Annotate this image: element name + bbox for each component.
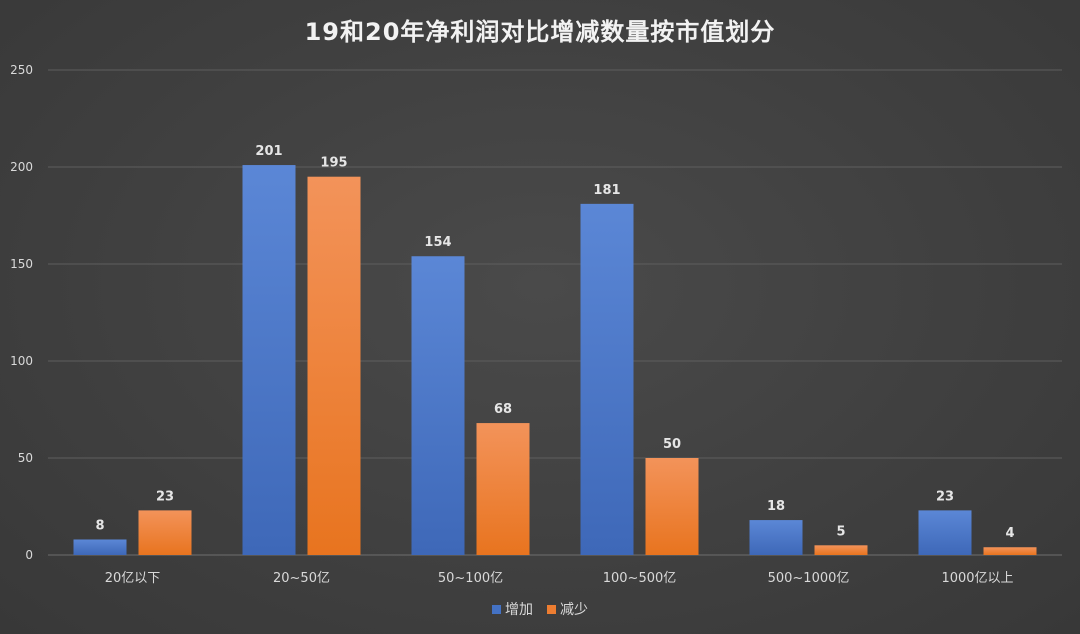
bar: [814, 545, 868, 555]
legend-item-increase: 增加: [492, 599, 533, 619]
bar: [749, 520, 803, 555]
data-label: 201: [255, 144, 282, 159]
x-tick-label: 100~500亿: [603, 571, 677, 586]
bar: [411, 256, 465, 555]
bar: [645, 458, 699, 555]
data-label: 50: [663, 437, 681, 452]
legend-item-decrease: 减少: [547, 599, 588, 619]
y-tick-label: 150: [10, 257, 33, 271]
legend: 增加 减少: [0, 599, 1080, 619]
bar: [138, 510, 192, 555]
bar: [918, 510, 972, 555]
data-label: 154: [424, 235, 451, 250]
bar: [580, 203, 634, 556]
data-label: 18: [767, 499, 785, 514]
data-label: 8: [95, 518, 104, 533]
x-tick-label: 500~1000亿: [768, 571, 850, 586]
y-tick-label: 200: [10, 160, 33, 174]
bar: [73, 539, 127, 555]
data-label: 4: [1005, 526, 1014, 541]
y-tick-label: 250: [10, 63, 33, 77]
bar: [307, 176, 361, 555]
data-label: 23: [156, 489, 174, 504]
data-label: 5: [836, 524, 845, 539]
y-tick-label: 100: [10, 354, 33, 368]
y-tick-label: 0: [25, 548, 33, 562]
x-tick-label: 50~100亿: [438, 571, 503, 586]
chart-title: 19和20年净利润对比增减数量按市值划分: [304, 18, 776, 46]
x-tick-label: 20亿以下: [105, 571, 161, 586]
legend-label-increase: 增加: [505, 602, 533, 618]
legend-label-decrease: 减少: [560, 602, 588, 618]
legend-swatch-decrease: [547, 604, 556, 614]
data-label: 195: [320, 156, 347, 171]
data-label: 181: [593, 183, 620, 198]
bar: [242, 165, 296, 555]
y-tick-label: 50: [18, 451, 33, 465]
legend-swatch-increase: [492, 604, 501, 614]
data-label: 23: [936, 489, 954, 504]
x-tick-label: 20~50亿: [273, 571, 330, 586]
data-label: 68: [494, 402, 512, 417]
bar: [983, 547, 1037, 555]
x-tick-label: 1000亿以上: [941, 571, 1013, 586]
bar: [476, 423, 530, 555]
